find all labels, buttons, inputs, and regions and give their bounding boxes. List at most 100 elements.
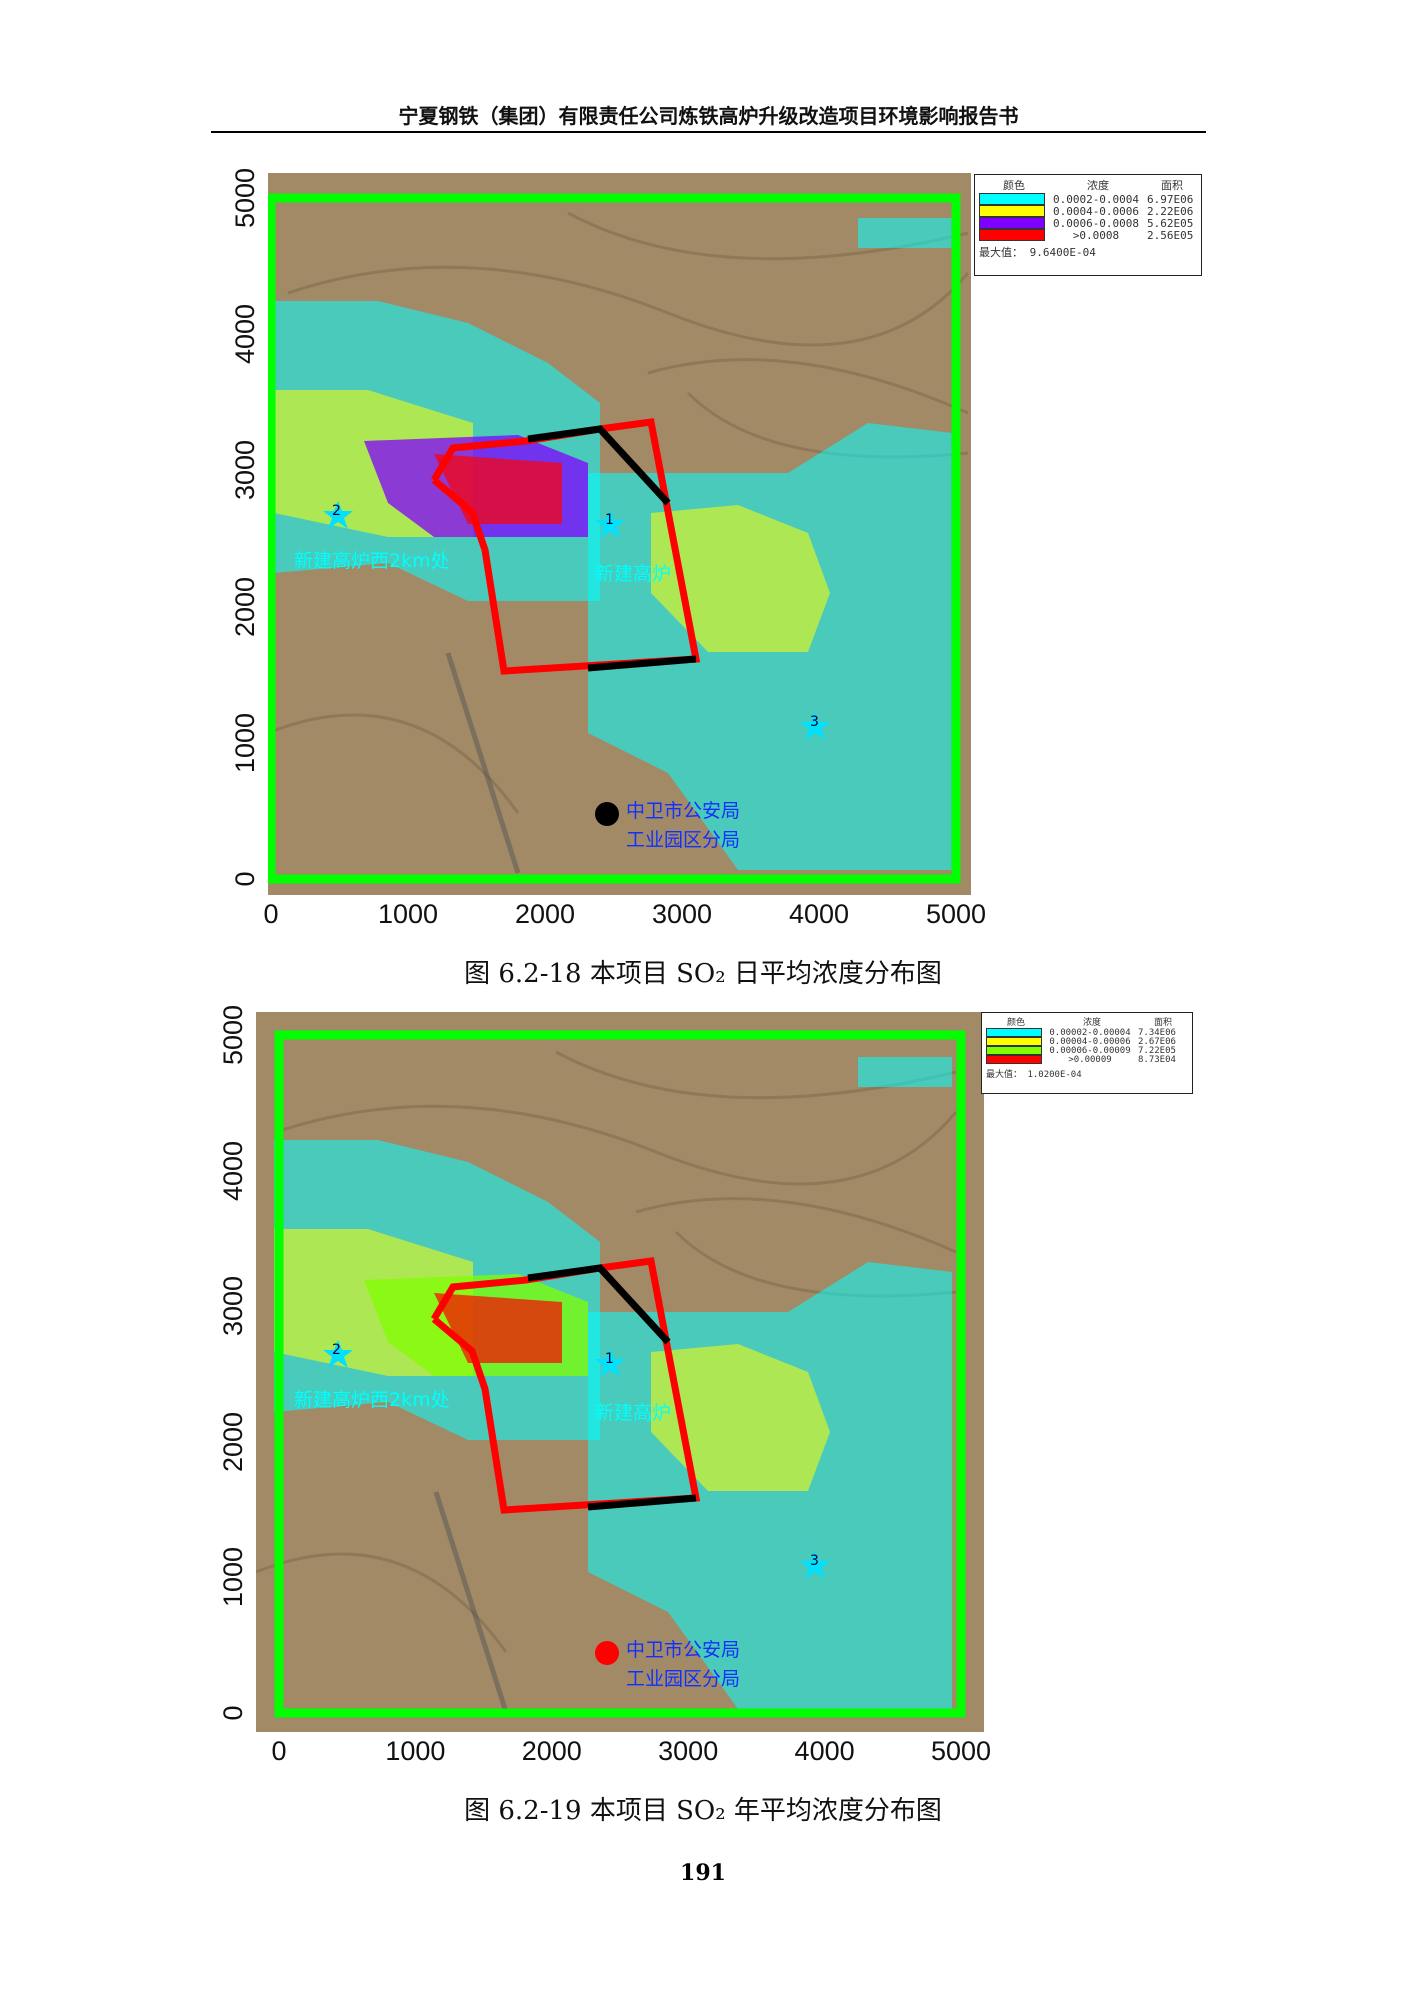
- legend-annual: 颜色 浓度 面积 0.00002-0.00004 7.34E06 0.00004-0.00…: [981, 1012, 1193, 1094]
- x-tick-label: 3000: [651, 899, 713, 929]
- legend-range: >0.0008: [1072, 228, 1120, 242]
- plant-boundary: [430, 418, 701, 675]
- x-tick-label: 5000: [925, 899, 987, 929]
- contour-level-2-east: [651, 505, 830, 652]
- legend-area: 8.73E04: [1138, 1054, 1176, 1065]
- legend-range: 0.0006-0.0008: [1052, 216, 1140, 230]
- x-tick-label: 4000: [794, 1736, 855, 1766]
- legend-swatch: [986, 1046, 1042, 1055]
- legend-swatch: [986, 1028, 1042, 1037]
- x-tick-label: 4000: [788, 899, 850, 929]
- legend-swatch: [979, 229, 1045, 241]
- domain-frame: [268, 193, 961, 884]
- x-tick-label: 0: [271, 1736, 287, 1766]
- map-label-site3-num: 3: [810, 714, 819, 730]
- x-tick-label: 3000: [658, 1736, 719, 1766]
- figure-caption-daily: 图 6.2-18 本项目 SO₂ 日平均浓度分布图: [464, 959, 942, 989]
- running-header: 宁夏钢铁（集团）有限责任公司炼铁高炉升级改造项目环境影响报告书: [398, 104, 1019, 128]
- map-label-site3-num: 3: [810, 1553, 819, 1569]
- legend-area: 2.56E05: [1147, 228, 1194, 242]
- x-tick-label: 2000: [514, 899, 576, 929]
- y-tick-label: 1000: [218, 1547, 248, 1608]
- legend-max-label: 最大值：: [986, 1070, 1023, 1080]
- legend-row: 0.0002-0.0004 6.97E06: [975, 192, 1201, 206]
- legend-area: 7.34E06: [1138, 1027, 1176, 1038]
- y-tick-label: 4000: [230, 304, 260, 365]
- receptor-star-3: [800, 1551, 830, 1579]
- legend-max-label: 最大值：: [979, 246, 1023, 259]
- legend-header-conc: 浓度: [1087, 179, 1109, 192]
- legend-row: 0.00006-0.00009 7.22E05: [982, 1045, 1192, 1056]
- so2-daily-map: 2 1 3 新建高炉西2km处新建高炉中卫市公安局 工业园区分局: [268, 173, 971, 895]
- receptor-star-1: [595, 510, 625, 538]
- contour-level-1-ne: [858, 1057, 952, 1087]
- map-label-site1: 新建高炉: [595, 1402, 672, 1424]
- y-tick-label: 3000: [218, 1276, 248, 1337]
- legend-swatch: [979, 205, 1045, 217]
- legend-daily: 颜色 浓度 面积 0.0002-0.0004 6.97E06 0.0004-0.0006 2…: [974, 174, 1202, 276]
- map-label-police2: 工业园区分局: [626, 1668, 741, 1690]
- legend-row: >0.00009 8.73E04: [982, 1054, 1192, 1065]
- y-tick-label: 2000: [230, 576, 260, 637]
- x-tick-label: 0: [263, 899, 279, 929]
- legend-range: 0.0002-0.0004: [1052, 192, 1140, 206]
- map-label-site1-num: 1: [605, 512, 614, 528]
- x-tick-label: 1000: [377, 899, 439, 929]
- receptor-star-2: [323, 1340, 353, 1368]
- map-label-site2-num: 2: [332, 503, 341, 519]
- y-tick-label: 0: [218, 1705, 248, 1721]
- y-tick-label: 4000: [218, 1140, 248, 1201]
- legend-row: 0.00004-0.00006 2.67E06: [982, 1036, 1192, 1047]
- y-tick-label: 0: [230, 871, 260, 887]
- receptor-star-2: [323, 501, 353, 529]
- legend-area: 2.22E06: [1147, 204, 1194, 218]
- legend-range: >0.00009: [1068, 1054, 1112, 1065]
- legend-max-value: 1.0200E-04: [1027, 1070, 1082, 1080]
- legend-range: 0.00004-0.00006: [1049, 1036, 1131, 1047]
- legend-area: 2.67E06: [1138, 1036, 1176, 1047]
- y-tick-label: 5000: [218, 1004, 248, 1066]
- legend-swatch: [979, 217, 1045, 229]
- x-tick-label: 5000: [930, 1736, 992, 1766]
- y-tick-label: 2000: [218, 1411, 248, 1472]
- header-rule: [211, 131, 1206, 133]
- y-tick-label: 5000: [230, 167, 260, 229]
- legend-range: 0.0004-0.0006: [1052, 204, 1140, 218]
- y-tick-label: 3000: [230, 440, 260, 501]
- y-tick-label: 1000: [230, 712, 260, 773]
- legend-swatch: [979, 193, 1045, 205]
- receptor-star-3: [800, 712, 830, 740]
- police-station-marker: [595, 1641, 619, 1665]
- legend-header-color: 颜色: [1006, 1018, 1025, 1028]
- legend-area: 6.97E06: [1147, 192, 1194, 206]
- map-label-site2: 新建高炉西2km处: [294, 550, 450, 572]
- legend-area: 5.62E05: [1147, 216, 1194, 230]
- legend-max-value: 9.6400E-04: [1029, 246, 1096, 259]
- legend-row: >0.0008 2.56E05: [975, 228, 1201, 242]
- map-label-police2: 工业园区分局: [626, 829, 741, 851]
- x-tick-label: 1000: [385, 1736, 446, 1766]
- legend-area: 7.22E05: [1138, 1045, 1176, 1056]
- receptor-star-1: [595, 1349, 625, 1377]
- legend-row: 0.0006-0.0008 5.62E05: [975, 216, 1201, 230]
- map-label-site2: 新建高炉西2km处: [294, 1389, 450, 1411]
- legend-header-conc: 浓度: [1082, 1018, 1101, 1028]
- contour-level-2-east: [651, 1344, 830, 1491]
- plant-boundary: [430, 1257, 701, 1514]
- domain-frame: [274, 1030, 966, 1718]
- legend-row: 0.00002-0.00004 7.34E06: [982, 1027, 1192, 1038]
- legend-row: 0.0004-0.0006 2.22E06: [975, 204, 1201, 218]
- map-label-site2-num: 2: [332, 1342, 341, 1358]
- legend-swatch: [986, 1037, 1042, 1046]
- map-label-police1: 中卫市公安局: [626, 1639, 741, 1661]
- page-number: 191: [680, 1860, 726, 1886]
- map-label-police1: 中卫市公安局: [626, 800, 741, 822]
- x-tick-label: 2000: [521, 1736, 582, 1766]
- legend-header-color: 颜色: [1003, 179, 1025, 192]
- map-label-site1: 新建高炉: [595, 563, 672, 585]
- legend-header-area: 面积: [1153, 1018, 1172, 1028]
- map-label-site1-num: 1: [605, 1351, 614, 1367]
- legend-range: 0.00006-0.00009: [1049, 1045, 1131, 1056]
- legend-range: 0.00002-0.00004: [1049, 1027, 1131, 1038]
